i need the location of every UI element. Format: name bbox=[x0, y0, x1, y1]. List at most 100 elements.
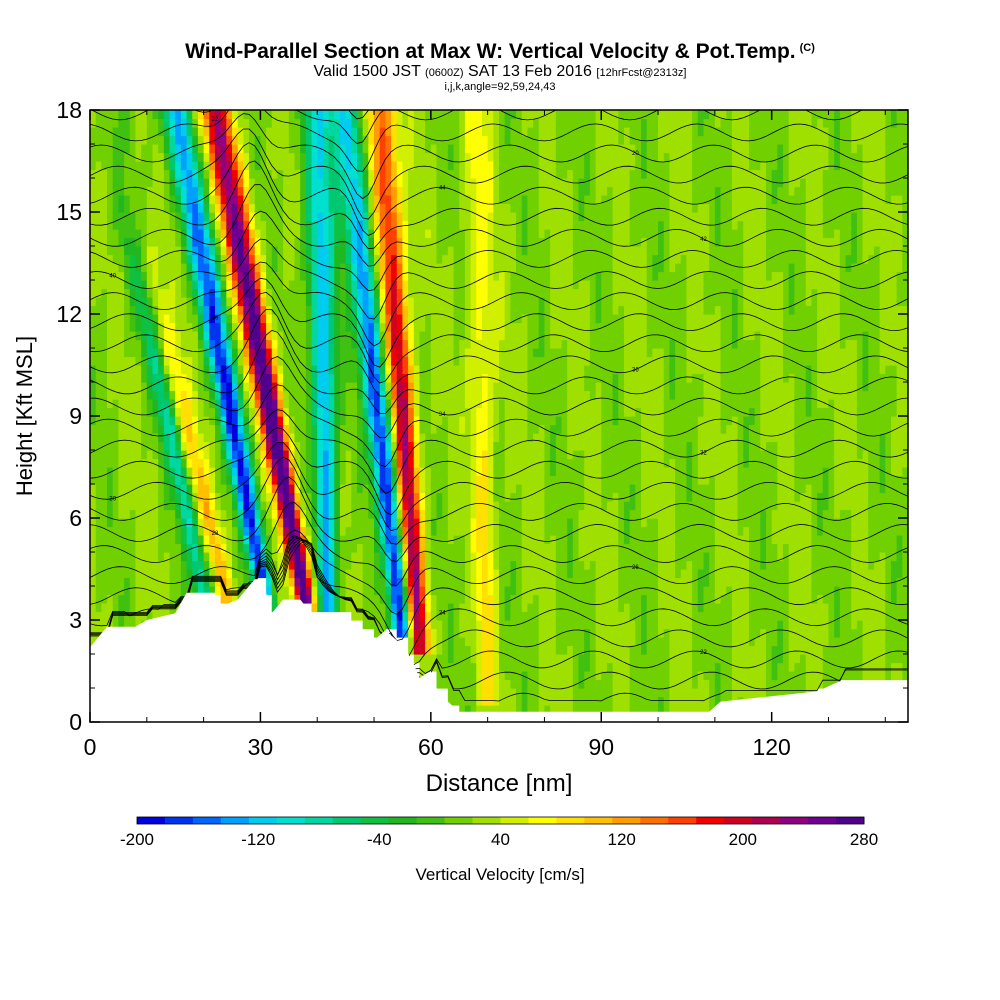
heatmap-cell bbox=[186, 373, 193, 383]
heatmap-cell bbox=[186, 305, 193, 315]
heatmap-cell bbox=[487, 135, 494, 145]
heatmap-cell bbox=[538, 220, 546, 230]
heatmap-cell bbox=[499, 229, 506, 239]
heatmap-cell bbox=[197, 135, 205, 145]
heatmap-cell bbox=[516, 169, 523, 179]
heatmap-cell bbox=[232, 458, 239, 468]
heatmap-cell bbox=[391, 169, 398, 179]
heatmap-cell bbox=[408, 416, 415, 426]
heatmap-cell bbox=[209, 560, 216, 570]
heatmap-cell bbox=[521, 628, 528, 638]
heatmap-cell bbox=[175, 356, 182, 366]
heatmap-cell bbox=[504, 127, 511, 137]
heatmap-cell bbox=[209, 450, 216, 460]
heatmap-cell bbox=[169, 492, 176, 502]
heatmap-cell bbox=[408, 424, 415, 434]
heatmap-cell bbox=[220, 118, 227, 128]
heatmap-cell bbox=[487, 348, 494, 358]
heatmap-cell bbox=[521, 212, 528, 222]
heatmap-cell bbox=[305, 254, 313, 264]
heatmap-cell bbox=[447, 263, 455, 273]
heatmap-cell bbox=[175, 407, 182, 417]
heatmap-cell bbox=[163, 339, 171, 349]
heatmap-cell bbox=[237, 424, 244, 434]
heatmap-cell bbox=[413, 203, 421, 213]
heatmap-cell bbox=[124, 322, 131, 332]
heatmap-cell bbox=[146, 484, 154, 494]
heatmap-cell bbox=[317, 543, 324, 553]
heatmap-cell bbox=[186, 314, 193, 324]
heatmap-cell bbox=[396, 263, 404, 273]
heatmap-cell bbox=[135, 603, 142, 613]
heatmap-cell bbox=[186, 110, 193, 120]
heatmap-cell bbox=[180, 552, 188, 562]
heatmap-cell bbox=[124, 220, 131, 230]
heatmap-cell bbox=[300, 543, 307, 553]
heatmap-cell bbox=[356, 577, 364, 587]
heatmap-cell bbox=[254, 509, 262, 519]
heatmap-cell bbox=[90, 450, 97, 460]
heatmap-cell bbox=[141, 603, 148, 613]
heatmap-cell bbox=[90, 458, 97, 468]
heatmap-cell bbox=[90, 416, 97, 426]
heatmap-cell bbox=[379, 161, 386, 171]
heatmap-cell bbox=[237, 535, 244, 545]
heatmap-cell bbox=[402, 118, 409, 128]
heatmap-cell bbox=[459, 365, 466, 375]
heatmap-cell bbox=[487, 628, 494, 638]
heatmap-cell bbox=[260, 127, 267, 137]
heatmap-cell bbox=[101, 356, 108, 366]
heatmap-cell bbox=[345, 501, 352, 511]
heatmap-cell bbox=[118, 484, 125, 494]
heatmap-cell bbox=[470, 569, 477, 579]
heatmap-cell bbox=[95, 424, 102, 434]
heatmap-cell bbox=[516, 339, 523, 349]
heatmap-cell bbox=[385, 594, 392, 604]
heatmap-cell bbox=[538, 705, 546, 715]
heatmap-cell bbox=[385, 127, 392, 137]
heatmap-cell bbox=[527, 280, 534, 290]
heatmap-cell bbox=[112, 127, 119, 137]
heatmap-cell bbox=[203, 560, 210, 570]
heatmap-cell bbox=[481, 212, 489, 222]
heatmap-cell bbox=[305, 552, 313, 562]
heatmap-cell bbox=[135, 161, 142, 171]
heatmap-cell bbox=[481, 501, 489, 511]
heatmap-cell bbox=[197, 271, 205, 281]
heatmap-cell bbox=[413, 577, 421, 587]
heatmap-cell bbox=[334, 331, 341, 341]
heatmap-cell bbox=[129, 518, 137, 528]
heatmap-cell bbox=[197, 407, 205, 417]
heatmap-cell bbox=[294, 297, 301, 307]
heatmap-cell bbox=[493, 492, 500, 502]
heatmap-cell bbox=[413, 135, 421, 145]
heatmap-cell bbox=[374, 611, 381, 621]
heatmap-cell bbox=[322, 297, 330, 307]
heatmap-cell bbox=[163, 492, 171, 502]
heatmap-cell bbox=[135, 611, 142, 621]
heatmap-cell bbox=[516, 441, 523, 451]
heatmap-cell bbox=[152, 331, 159, 341]
heatmap-cell bbox=[95, 152, 102, 162]
heatmap-cell bbox=[232, 263, 239, 273]
heatmap-cell bbox=[413, 305, 421, 315]
heatmap-cell bbox=[436, 288, 443, 298]
heatmap-cell bbox=[351, 127, 358, 137]
heatmap-cell bbox=[345, 458, 352, 468]
heatmap-cell bbox=[124, 399, 131, 409]
heatmap-cell bbox=[459, 450, 466, 460]
heatmap-cell bbox=[493, 620, 500, 630]
heatmap-cell bbox=[220, 577, 227, 587]
heatmap-cell bbox=[197, 535, 205, 545]
heatmap-cell bbox=[493, 424, 500, 434]
heatmap-cell bbox=[112, 407, 119, 417]
heatmap-cell bbox=[328, 424, 335, 434]
heatmap-cell bbox=[90, 305, 97, 315]
heatmap-cell bbox=[470, 229, 477, 239]
heatmap-cell bbox=[510, 526, 517, 536]
heatmap-cell bbox=[402, 424, 409, 434]
heatmap-cell bbox=[95, 229, 102, 239]
heatmap-cell bbox=[379, 484, 386, 494]
heatmap-cell bbox=[385, 178, 392, 188]
heatmap-cell bbox=[317, 365, 324, 375]
